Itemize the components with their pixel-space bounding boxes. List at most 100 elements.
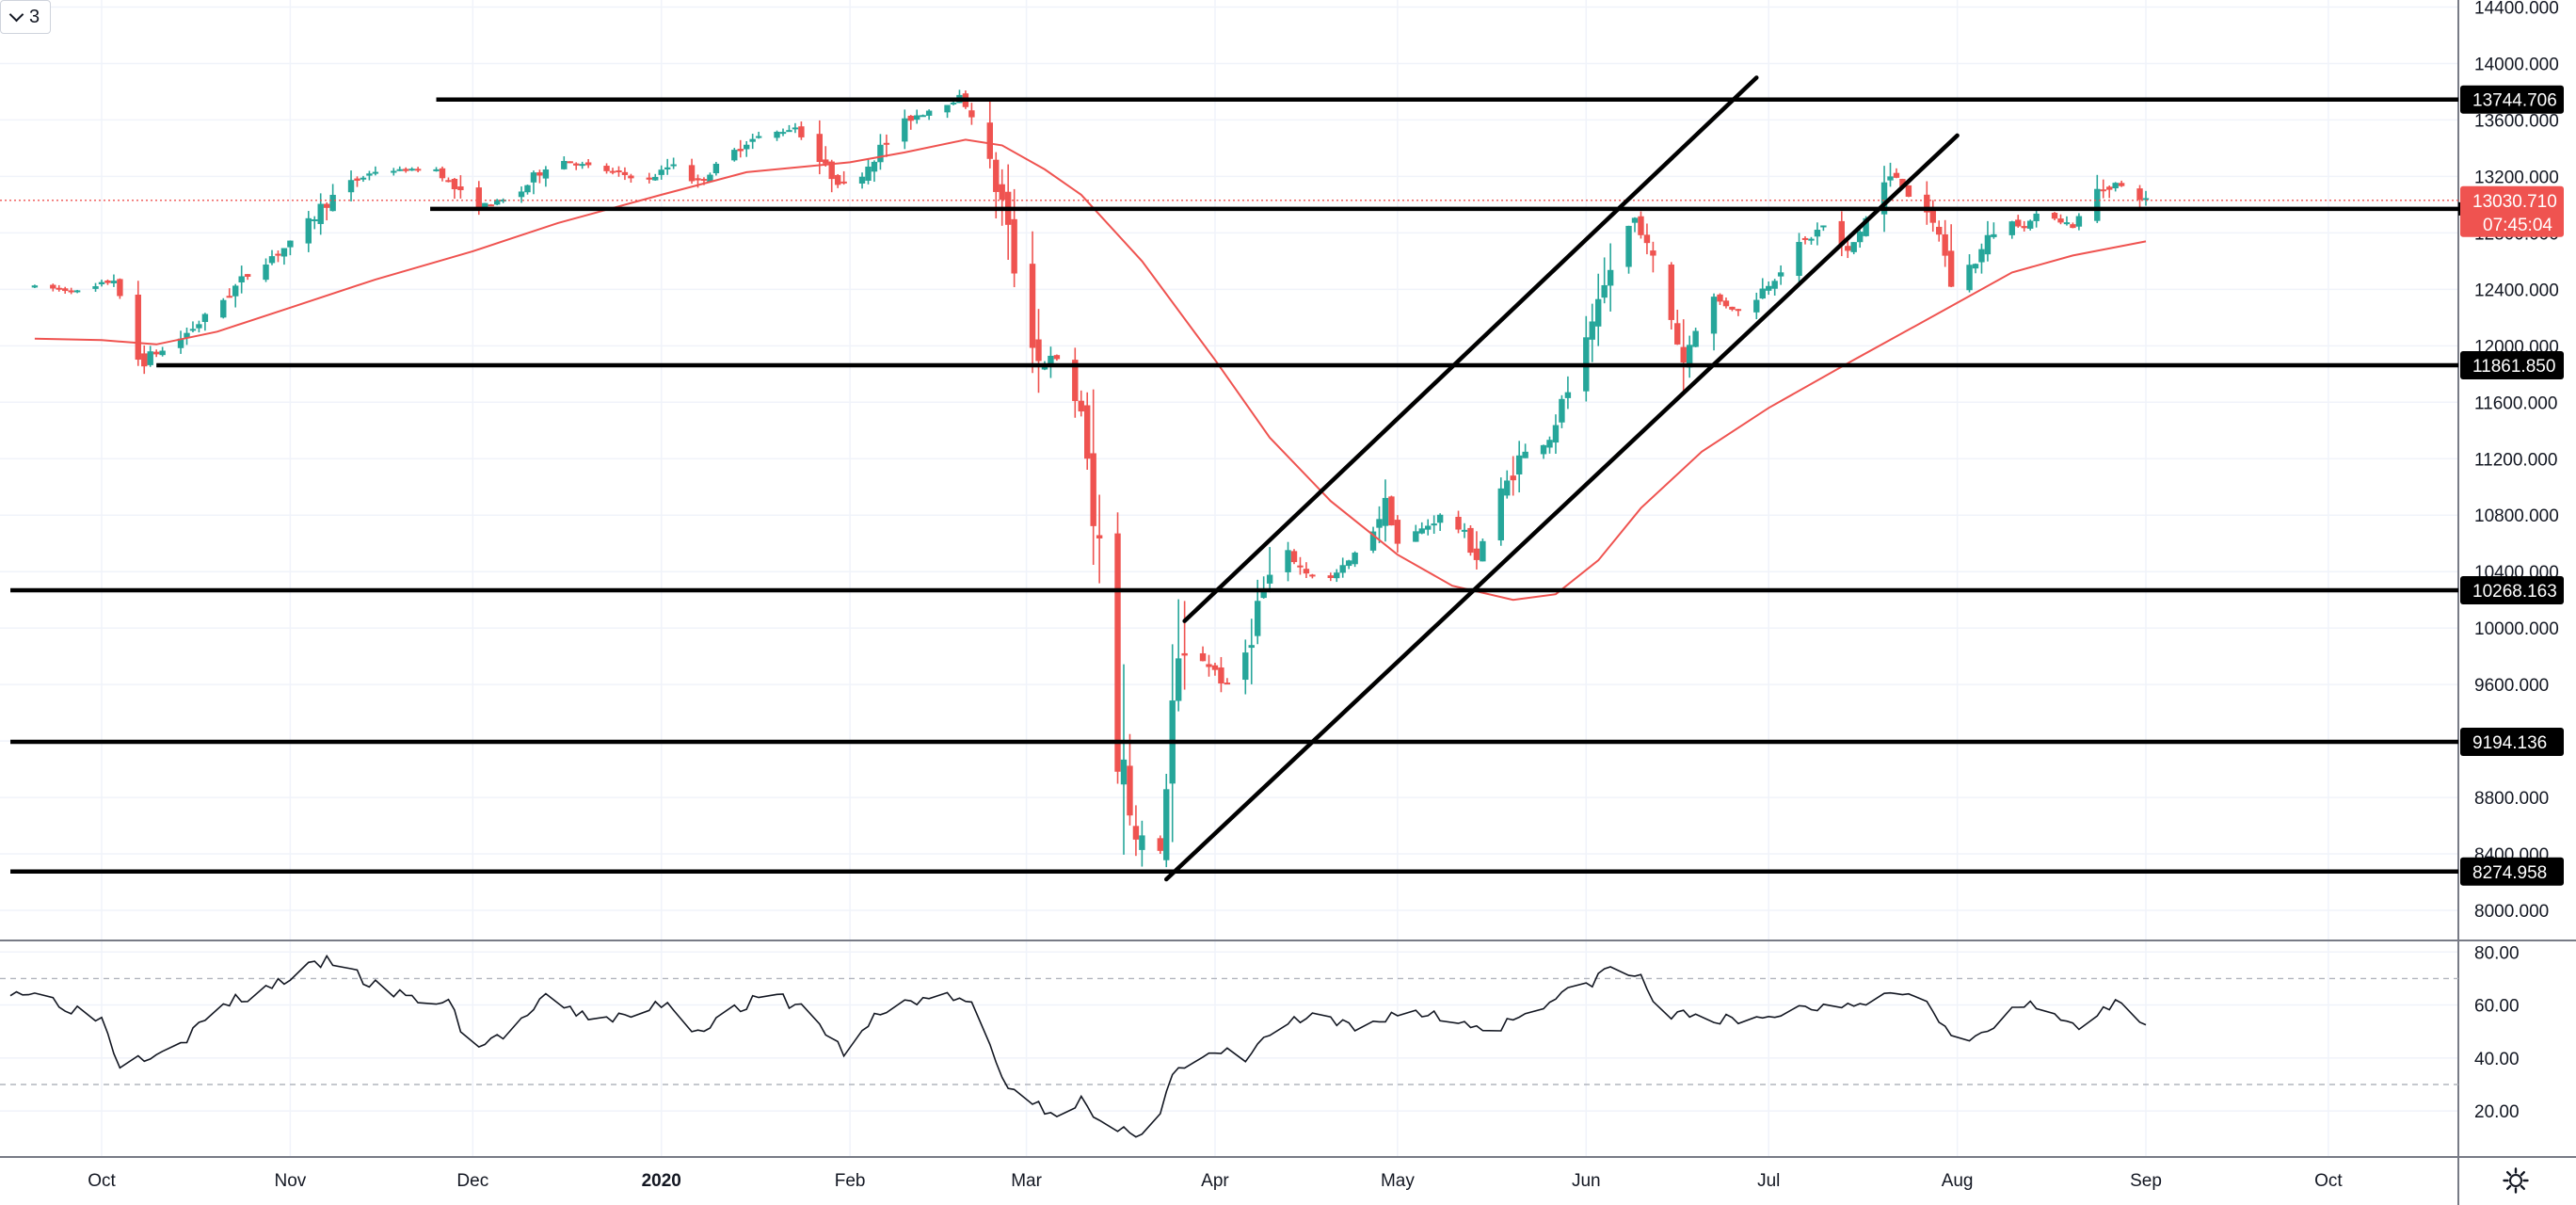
candle-body	[1132, 826, 1140, 840]
candle-body	[524, 185, 531, 193]
candle-body	[609, 170, 616, 173]
candle-body	[1766, 285, 1772, 291]
candle-body	[1467, 527, 1474, 554]
candle-body	[774, 131, 780, 138]
candle-body	[914, 115, 920, 120]
candle-body	[493, 200, 501, 205]
candle-body	[646, 177, 652, 180]
time-tick-label: Mar	[1011, 1171, 1042, 1191]
candle-body	[816, 134, 823, 163]
rsi-tick-label: 20.00	[2474, 1102, 2520, 1122]
candle-body	[366, 173, 373, 176]
candle-body	[1589, 321, 1595, 340]
candle-body	[2026, 220, 2034, 229]
candle-body	[1388, 496, 1395, 526]
candle-body	[616, 170, 622, 173]
level-badge-label: 13744.706	[2472, 91, 2557, 111]
candle-body	[62, 288, 69, 292]
rsi-line	[9, 954, 2147, 1138]
candle-body	[1394, 520, 1401, 544]
candle-body	[840, 181, 847, 184]
candle-body	[1801, 237, 1809, 240]
candle-body	[68, 290, 74, 293]
candle-body	[1607, 269, 1614, 286]
moving-average-line	[34, 138, 2147, 602]
candle-body	[621, 171, 629, 175]
price-tick-label: 13600.000	[2474, 111, 2559, 131]
time-tick-label: Aug	[1942, 1171, 1974, 1191]
candle-body	[1480, 540, 1486, 562]
candle-body	[858, 176, 866, 184]
candle-body	[883, 142, 890, 145]
candle-body	[1947, 250, 1955, 287]
candle-body	[834, 174, 841, 185]
candle-body	[658, 169, 664, 175]
candle-body	[1334, 572, 1340, 579]
gear-icon	[2503, 1167, 2529, 1194]
candle-body	[226, 296, 232, 298]
candle-body	[907, 115, 914, 121]
last-price-badge	[2460, 185, 2564, 237]
candle-body	[779, 132, 787, 135]
candle-body	[567, 161, 573, 164]
chevron-down-icon	[8, 7, 24, 22]
time-tick-label: 2020	[642, 1171, 681, 1191]
candle-body	[1692, 330, 1699, 347]
candle-body	[1686, 345, 1693, 368]
price-tick-label: 8800.000	[2474, 789, 2549, 809]
candle-body	[439, 168, 446, 179]
candle-body	[1905, 185, 1912, 197]
candle-body	[1680, 346, 1687, 363]
candle-body	[275, 253, 281, 256]
candle-body	[786, 130, 792, 133]
candle-body	[755, 136, 762, 138]
candle-body	[2057, 218, 2064, 223]
candle-body	[73, 290, 81, 293]
candle-body	[1504, 480, 1511, 496]
candle-body	[579, 164, 585, 167]
candle-body	[1564, 392, 1572, 398]
candle-body	[354, 178, 360, 181]
candle-body	[1382, 497, 1389, 526]
time-tick-label: Nov	[274, 1171, 306, 1191]
candle-body	[1522, 451, 1528, 458]
level-badge	[2460, 857, 2564, 886]
candle-body	[147, 351, 153, 365]
candle-body	[220, 299, 227, 318]
interval-label: 3	[28, 6, 40, 27]
price-tick-label: 11200.000	[2474, 450, 2557, 470]
candle-body	[92, 286, 99, 289]
candle-body	[1668, 265, 1674, 320]
candle-body	[1053, 355, 1061, 360]
price-tick-label: 12400.000	[2474, 281, 2559, 300]
candle-body	[1072, 360, 1079, 401]
candle-body	[2100, 189, 2106, 192]
price-tick-label: 8000.000	[2474, 902, 2549, 922]
candle-body	[280, 248, 288, 257]
candle-body	[1991, 233, 1997, 237]
candle-body	[1455, 516, 1462, 530]
chart-settings-button[interactable]	[2458, 1158, 2573, 1203]
candle-body	[1120, 759, 1128, 785]
candle-body	[2112, 183, 2119, 189]
time-tick-label: May	[1381, 1171, 1415, 1191]
candle-body	[1924, 194, 1930, 213]
time-tick-label: Feb	[835, 1171, 866, 1191]
candle-body	[2063, 222, 2071, 225]
candle-body	[1929, 207, 1936, 223]
candle-body	[1880, 182, 1888, 215]
trend-line	[1164, 133, 1960, 882]
candle-body	[1224, 683, 1231, 685]
candle-body	[2118, 183, 2125, 186]
candle-body	[670, 164, 677, 167]
candle-body	[110, 281, 118, 283]
candle-body	[1515, 455, 1523, 474]
interval-selector[interactable]: 3	[0, 0, 51, 34]
candle-body	[1601, 284, 1608, 298]
candle-body	[1266, 574, 1273, 584]
candle-body	[1942, 233, 1948, 256]
rsi-tick-label: 80.00	[2474, 943, 2520, 963]
candle-body	[482, 202, 488, 209]
candle-body	[1497, 488, 1504, 541]
